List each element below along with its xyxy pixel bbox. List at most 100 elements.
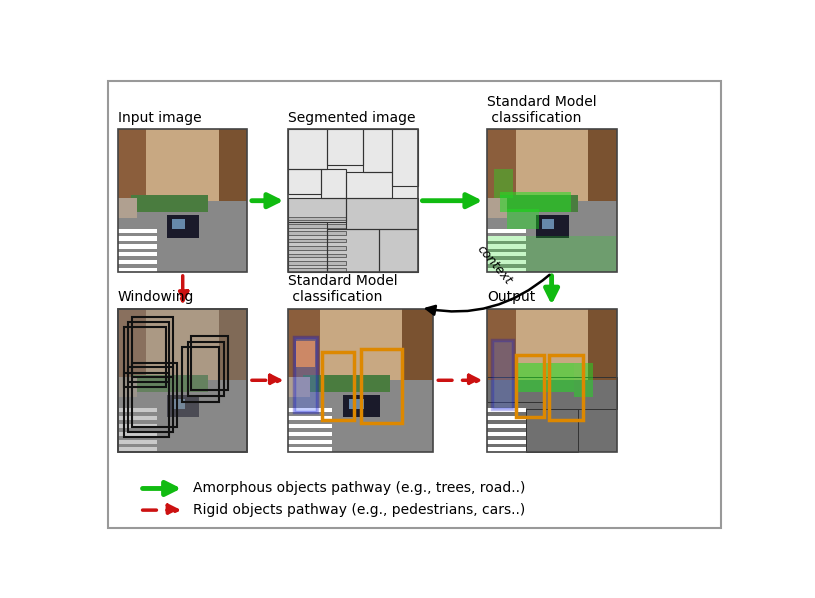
Text: Standard Model
 classification: Standard Model classification <box>487 94 597 125</box>
Bar <box>124 328 165 388</box>
Bar <box>487 236 617 272</box>
Bar <box>289 261 346 265</box>
Bar <box>402 309 434 420</box>
Bar <box>218 309 247 420</box>
Bar <box>588 309 617 420</box>
Text: Output: Output <box>487 290 535 304</box>
Bar <box>289 377 310 398</box>
Bar <box>487 236 526 240</box>
Bar <box>349 399 363 409</box>
Bar <box>117 309 247 451</box>
Bar <box>117 260 156 264</box>
Bar <box>167 215 199 238</box>
Bar <box>289 198 346 222</box>
Bar <box>361 349 402 423</box>
Bar <box>289 309 434 377</box>
Bar <box>117 129 247 198</box>
Bar <box>289 222 327 272</box>
Bar <box>289 309 434 451</box>
Bar <box>289 269 346 272</box>
Bar <box>379 229 418 272</box>
Bar <box>487 380 617 451</box>
Bar <box>500 195 578 212</box>
Bar <box>289 129 418 272</box>
Bar <box>487 309 617 451</box>
Bar <box>117 244 156 249</box>
Bar <box>117 309 247 377</box>
Bar <box>117 432 156 436</box>
Bar <box>289 198 418 272</box>
Bar <box>541 219 554 229</box>
Bar <box>172 399 185 409</box>
Bar <box>117 440 156 444</box>
Bar <box>487 129 617 198</box>
Text: Rigid objects pathway (e.g., pedestrians, cars..): Rigid objects pathway (e.g., pedestrians… <box>193 503 526 517</box>
Bar <box>487 447 526 451</box>
Bar <box>289 447 332 451</box>
Bar <box>487 228 526 233</box>
Bar <box>500 192 571 212</box>
Bar <box>487 424 526 428</box>
Bar <box>487 416 526 420</box>
Bar <box>289 239 346 242</box>
Bar <box>487 260 526 264</box>
Bar <box>487 309 617 451</box>
Bar <box>117 309 247 451</box>
Bar <box>320 169 346 198</box>
Bar <box>320 309 402 388</box>
Bar <box>117 416 156 420</box>
Bar <box>588 129 617 240</box>
Bar <box>117 198 137 218</box>
Bar <box>297 341 315 367</box>
Bar <box>117 252 156 257</box>
Bar <box>302 374 390 392</box>
Bar <box>346 172 392 198</box>
Bar <box>343 395 380 417</box>
Bar <box>117 228 156 233</box>
Bar <box>128 367 174 432</box>
Bar <box>192 336 227 390</box>
Bar <box>146 129 218 208</box>
Bar <box>146 309 218 388</box>
Bar <box>516 129 588 208</box>
Bar <box>526 409 578 451</box>
Text: Segmented image: Segmented image <box>289 111 416 125</box>
Bar <box>117 268 156 272</box>
Bar <box>346 198 418 229</box>
Bar <box>117 309 247 451</box>
Bar <box>289 216 346 220</box>
Bar <box>487 408 526 413</box>
Bar <box>289 432 332 436</box>
Bar <box>289 231 346 235</box>
Bar <box>117 236 156 240</box>
Bar <box>507 209 539 229</box>
Bar <box>487 201 617 272</box>
Bar <box>392 129 417 187</box>
Bar <box>132 318 174 377</box>
Bar <box>289 169 320 194</box>
Bar <box>183 347 218 402</box>
Bar <box>289 254 346 257</box>
Bar <box>289 129 418 272</box>
Bar <box>117 129 247 272</box>
Bar <box>487 309 516 411</box>
Bar <box>117 309 146 411</box>
Bar <box>289 440 332 444</box>
Bar <box>492 340 513 409</box>
Bar <box>117 129 146 232</box>
Bar <box>516 355 544 417</box>
Bar <box>172 219 185 229</box>
Bar <box>487 268 526 272</box>
Text: Standard Model
 classification: Standard Model classification <box>289 274 398 304</box>
Bar <box>117 377 137 398</box>
Bar <box>130 374 209 392</box>
Bar <box>487 129 617 272</box>
Bar <box>289 129 327 169</box>
Bar <box>289 380 434 451</box>
Bar <box>167 395 199 417</box>
Bar <box>128 322 170 382</box>
Bar <box>187 341 224 396</box>
Bar <box>487 252 526 257</box>
Bar <box>117 424 156 428</box>
Bar <box>294 337 317 411</box>
